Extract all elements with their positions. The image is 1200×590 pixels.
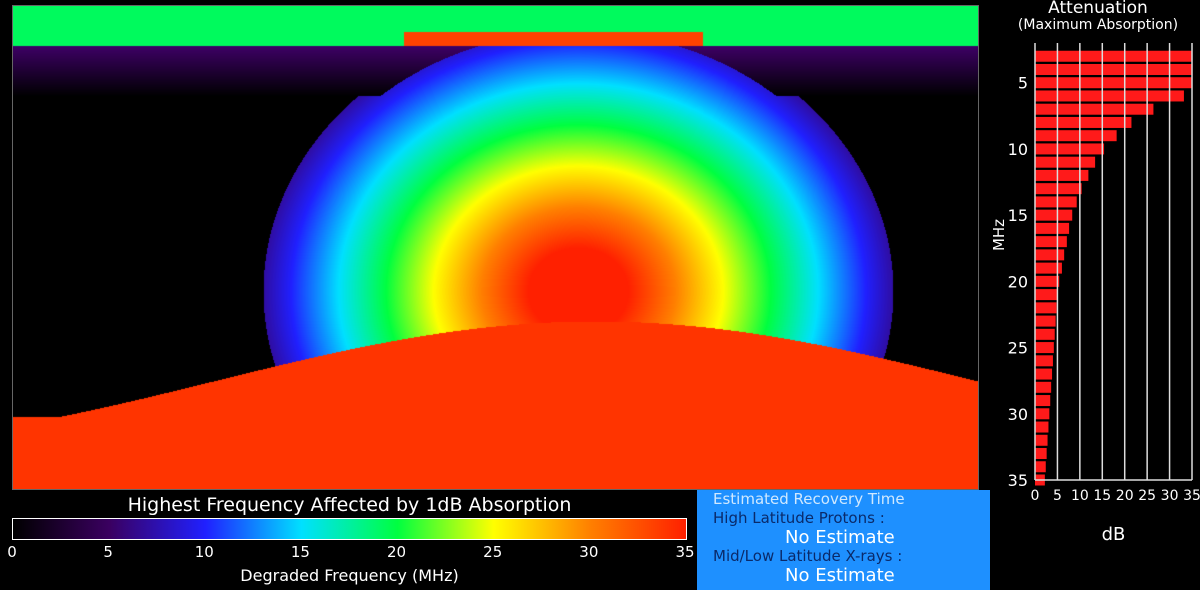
recovery-panel: Estimated Recovery Time High Latitude Pr… — [697, 490, 990, 590]
attenuation-bar — [1035, 183, 1082, 195]
attenuation-bar — [1035, 156, 1096, 168]
attenuation-bar — [1035, 249, 1065, 261]
recovery-title: Estimated Recovery Time — [713, 490, 905, 508]
attenuation-bar — [1035, 222, 1070, 234]
colorbar-tick: 0 — [7, 543, 17, 561]
colorbar-tick: 10 — [194, 543, 214, 561]
attenuation-bar — [1035, 262, 1062, 274]
attenuation-bar — [1035, 434, 1048, 446]
attenuation-bar — [1035, 328, 1055, 340]
attenuation-bar — [1035, 355, 1053, 367]
attenuation-bar — [1035, 342, 1054, 354]
attenuation-subtitle: (Maximum Absorption) — [1017, 17, 1179, 33]
attenuation-bar — [1035, 408, 1050, 420]
colorbar — [12, 518, 687, 540]
attenuation-title: Attenuation (Maximum Absorption) — [996, 0, 1200, 34]
attenuation-bar — [1035, 77, 1192, 89]
y-tick-label: 10 — [1008, 140, 1028, 159]
attenuation-bar — [1035, 50, 1192, 62]
colorbar-tick: 30 — [579, 543, 599, 561]
x-tick-label: 30 — [1161, 488, 1179, 504]
attenuation-bar — [1035, 116, 1132, 128]
x-tick-label: 35 — [1183, 488, 1200, 504]
y-tick-label: 30 — [1008, 405, 1028, 424]
y-tick-label: 25 — [1008, 339, 1028, 358]
colorbar-tick: 35 — [675, 543, 695, 561]
attenuation-bar — [1035, 461, 1046, 473]
y-tick-label: 5 — [1018, 74, 1028, 93]
attenuation-bar — [1035, 302, 1057, 314]
mid-latitude-label: Mid/Low Latitude X-rays : — [713, 547, 903, 565]
attenuation-bar — [1035, 209, 1073, 221]
colorbar-tick: 25 — [483, 543, 503, 561]
colorbar-title: Highest Frequency Affected by 1dB Absorp… — [127, 494, 572, 516]
attenuation-bar — [1035, 130, 1117, 142]
attenuation-bar — [1035, 90, 1184, 102]
x-tick-label: 5 — [1053, 488, 1062, 504]
attenuation-bar — [1035, 169, 1089, 181]
attenuation-bar — [1035, 421, 1049, 433]
attenuation-bar — [1035, 381, 1052, 393]
attenuation-bar — [1035, 368, 1053, 380]
absorption-map — [12, 5, 979, 490]
absorption-heatmap — [13, 6, 978, 489]
attenuation-bar — [1035, 236, 1067, 248]
attenuation-bar — [1035, 289, 1058, 301]
x-tick-label: 10 — [1071, 488, 1089, 504]
x-tick-label: 0 — [1031, 488, 1040, 504]
y-tick-label: 35 — [1008, 471, 1028, 490]
y-axis-label: MHz — [990, 219, 1008, 251]
x-axis-label: dB — [1102, 524, 1126, 545]
x-tick-label: 25 — [1138, 488, 1156, 504]
attenuation-bar — [1035, 275, 1060, 287]
y-tick-label: 15 — [1008, 206, 1028, 225]
x-tick-label: 20 — [1116, 488, 1134, 504]
y-tick-label: 20 — [1008, 272, 1028, 291]
colorbar-tick: 5 — [103, 543, 113, 561]
high-latitude-value: No Estimate — [785, 527, 895, 548]
attenuation-heading: Attenuation — [1048, 0, 1148, 18]
attenuation-bar — [1035, 448, 1047, 460]
attenuation-bar — [1035, 315, 1056, 327]
attenuation-bar — [1035, 395, 1051, 407]
attenuation-bar — [1035, 103, 1154, 115]
attenuation-bar — [1035, 143, 1105, 155]
attenuation-bar — [1035, 196, 1077, 208]
attenuation-bar — [1035, 63, 1192, 75]
mid-latitude-value: No Estimate — [785, 565, 895, 586]
high-latitude-label: High Latitude Protons : — [713, 509, 885, 527]
colorbar-tick: 15 — [290, 543, 310, 561]
colorbar-label: Degraded Frequency (MHz) — [240, 566, 459, 585]
x-tick-label: 15 — [1093, 488, 1111, 504]
colorbar-tick: 20 — [387, 543, 407, 561]
